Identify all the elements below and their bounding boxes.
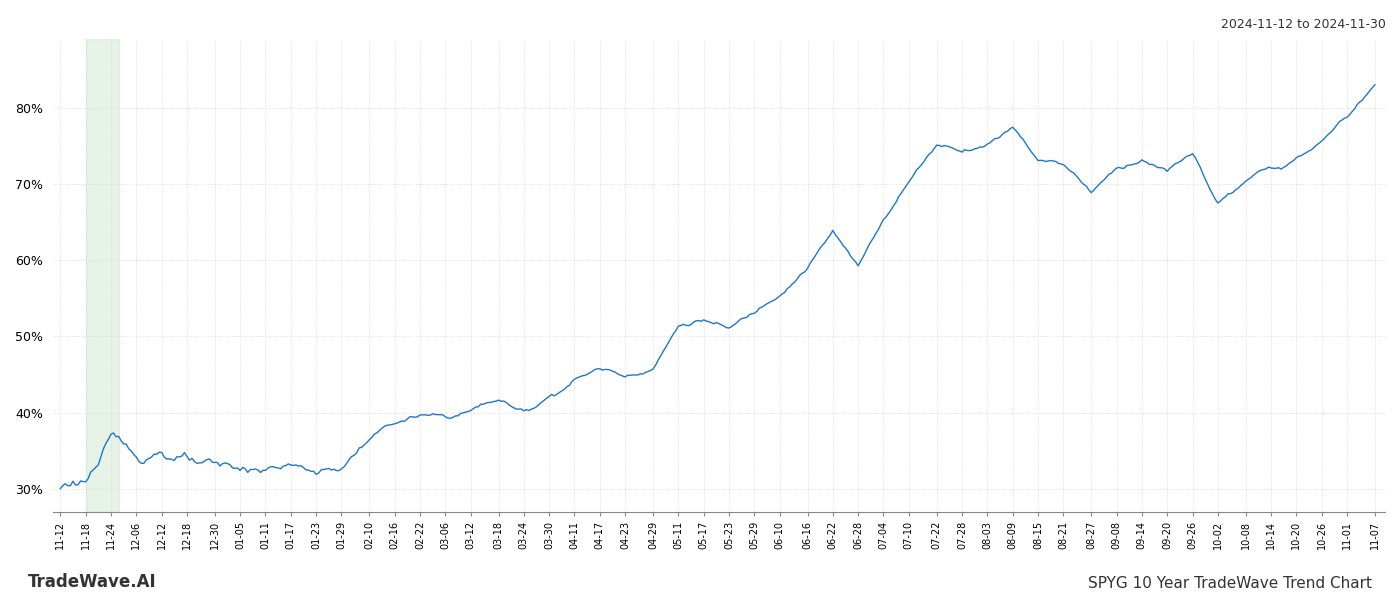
- Text: 2024-11-12 to 2024-11-30: 2024-11-12 to 2024-11-30: [1221, 18, 1386, 31]
- Text: SPYG 10 Year TradeWave Trend Chart: SPYG 10 Year TradeWave Trend Chart: [1088, 576, 1372, 591]
- Text: TradeWave.AI: TradeWave.AI: [28, 573, 157, 591]
- Bar: [85, 39, 119, 512]
